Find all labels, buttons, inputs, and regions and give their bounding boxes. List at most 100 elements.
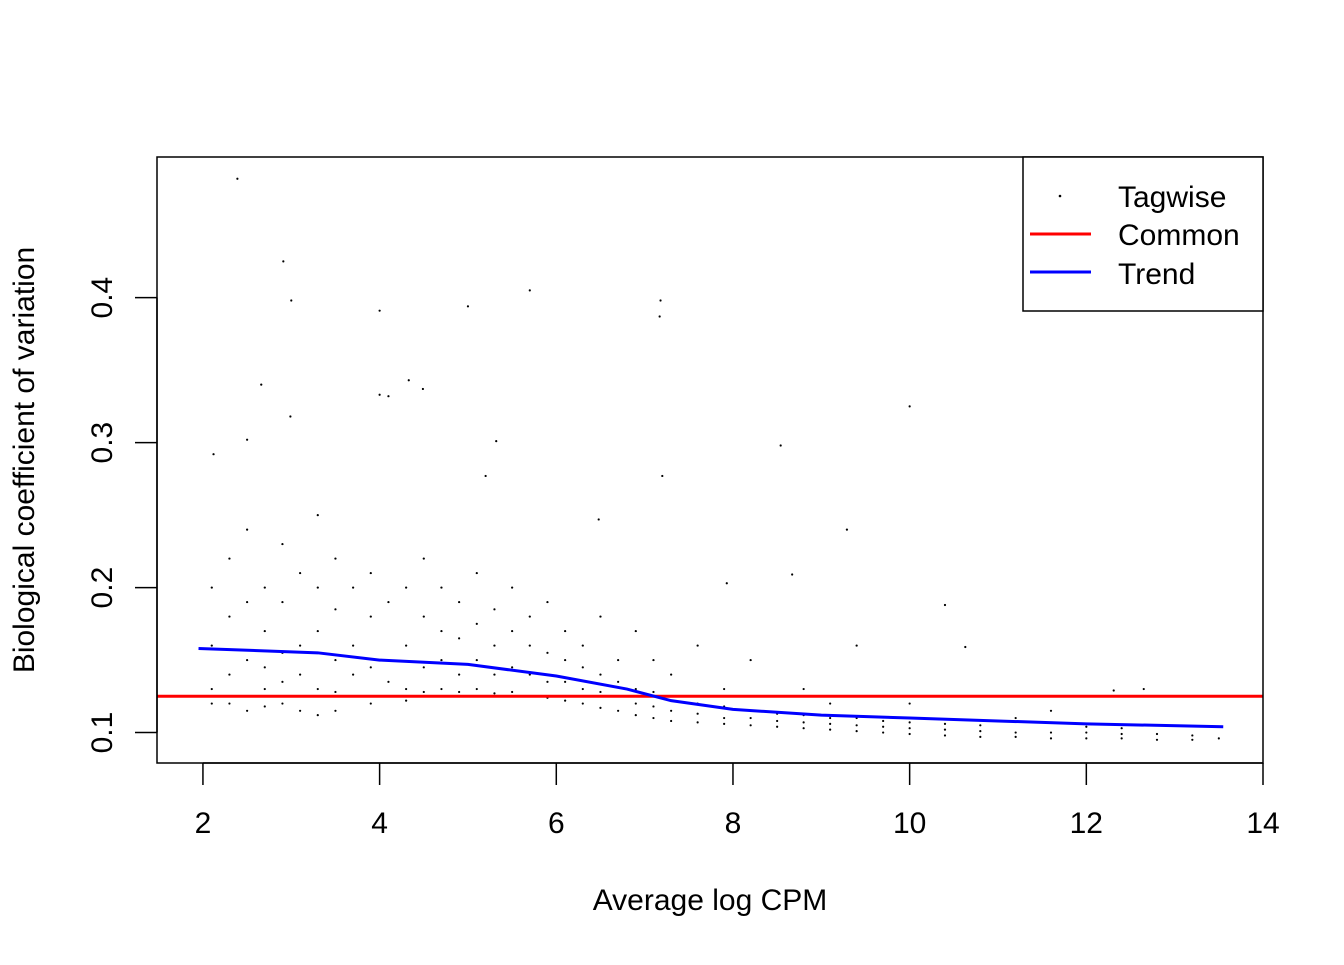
tagwise-point: [421, 387, 424, 391]
y-axis-label: Biological coefficient of variation: [8, 247, 41, 673]
tagwise-point: [597, 518, 600, 521]
tagwise-point: [634, 629, 637, 633]
tagwise-point: [263, 687, 266, 691]
tagwise-point: [908, 405, 911, 408]
tagwise-point: [943, 722, 947, 725]
tagwise-point: [352, 673, 355, 676]
tagwise-point: [316, 629, 319, 633]
tagwise-point: [281, 702, 284, 705]
tagwise-point: [246, 658, 249, 662]
tagwise-point: [475, 658, 478, 662]
tagwise-point: [299, 709, 302, 712]
tagwise-point: [528, 289, 531, 292]
tagwise-point: [263, 705, 266, 708]
tagwise-point: [299, 571, 302, 575]
tagwise-point: [228, 557, 231, 560]
tagwise-point: [964, 645, 967, 649]
tagwise-point: [511, 586, 514, 589]
tagwise-point: [661, 474, 664, 478]
tagwise-point: [440, 687, 443, 691]
y-tick-label: 0.1: [86, 712, 119, 754]
tagwise-point: [943, 728, 947, 731]
tagwise-point: [658, 315, 661, 318]
tagwise-point: [387, 395, 390, 398]
x-tick-label: 2: [195, 807, 212, 840]
tagwise-point: [723, 687, 726, 691]
tagwise-point: [236, 177, 239, 180]
tagwise-point: [228, 702, 231, 705]
tagwise-point: [407, 379, 410, 382]
tagwise-point: [405, 586, 408, 589]
tagwise-point: [749, 658, 752, 662]
tagwise-point: [829, 728, 832, 731]
tagwise-point: [422, 615, 425, 618]
tagwise-point: [378, 309, 381, 312]
tagwise-point: [290, 299, 293, 302]
tagwise-point: [405, 699, 408, 702]
tagwise-point: [334, 658, 337, 662]
x-tick-label: 4: [371, 807, 388, 840]
tagwise-point: [260, 383, 263, 386]
tagwise-point: [316, 586, 319, 589]
tagwise-point: [581, 666, 584, 669]
tagwise-point: [511, 629, 514, 633]
tagwise-point: [1155, 732, 1159, 736]
tagwise-point: [475, 571, 478, 575]
tagwise-point: [599, 673, 602, 676]
tagwise-point: [652, 716, 655, 720]
tagwise-point: [829, 722, 832, 725]
tagwise-point: [1120, 732, 1123, 736]
tagwise-point: [334, 557, 337, 560]
tagwise-point: [670, 719, 673, 723]
tagwise-point: [263, 666, 266, 669]
tagwise-point: [1191, 734, 1194, 737]
tagwise-point: [908, 702, 911, 705]
x-tick-label: 14: [1246, 807, 1279, 840]
x-axis: 2 4 6 8 10 12 14: [195, 762, 1280, 840]
tagwise-point: [634, 702, 637, 705]
tagwise-point: [246, 709, 249, 712]
tagwise-point: [670, 709, 673, 712]
tagwise-point: [475, 687, 478, 691]
tagwise-point: [246, 600, 249, 604]
tagwise-point: [855, 644, 858, 647]
tagwise-point: [882, 731, 885, 734]
tagwise-point: [564, 629, 567, 633]
tagwise-point: [599, 706, 602, 710]
tagwise-point: [845, 528, 849, 531]
tagwise-point: [659, 299, 662, 302]
tagwise-point: [422, 690, 425, 694]
tagwise-point: [855, 724, 858, 727]
tagwise-point: [511, 690, 514, 694]
tagwise-point: [802, 727, 805, 730]
tagwise-point: [634, 687, 637, 691]
tagwise-point: [696, 644, 699, 647]
tagwise-point: [1085, 731, 1088, 734]
tagwise-point: [422, 666, 425, 669]
tagwise-point: [943, 734, 947, 737]
trend-line: [198, 646, 1224, 729]
tagwise-point: [802, 721, 805, 724]
tagwise-point: [564, 699, 567, 702]
tagwise-point: [1112, 689, 1115, 692]
legend-tagwise-marker: [1058, 194, 1062, 198]
y-axis: 0.1 0.2 0.3 0.4: [86, 277, 158, 754]
tagwise-point: [1191, 738, 1194, 741]
tagwise-point: [405, 644, 408, 647]
tagwise-point: [528, 615, 531, 618]
legend: Tagwise Common Trend: [1022, 156, 1264, 312]
tagwise-point: [829, 716, 832, 720]
tagwise-point: [440, 658, 443, 662]
tagwise-point: [228, 615, 231, 618]
tagwise-points: [210, 177, 1220, 741]
tagwise-point: [908, 732, 911, 736]
tagwise-point: [1014, 735, 1017, 739]
legend-trend-label: Trend: [1118, 258, 1195, 291]
tagwise-point: [210, 644, 213, 647]
tagwise-point: [546, 600, 549, 604]
tagwise-point: [405, 687, 408, 691]
tagwise-point: [387, 600, 390, 604]
tagwise-point: [458, 690, 461, 694]
tagwise-point: [263, 586, 266, 589]
tagwise-point: [440, 629, 443, 633]
